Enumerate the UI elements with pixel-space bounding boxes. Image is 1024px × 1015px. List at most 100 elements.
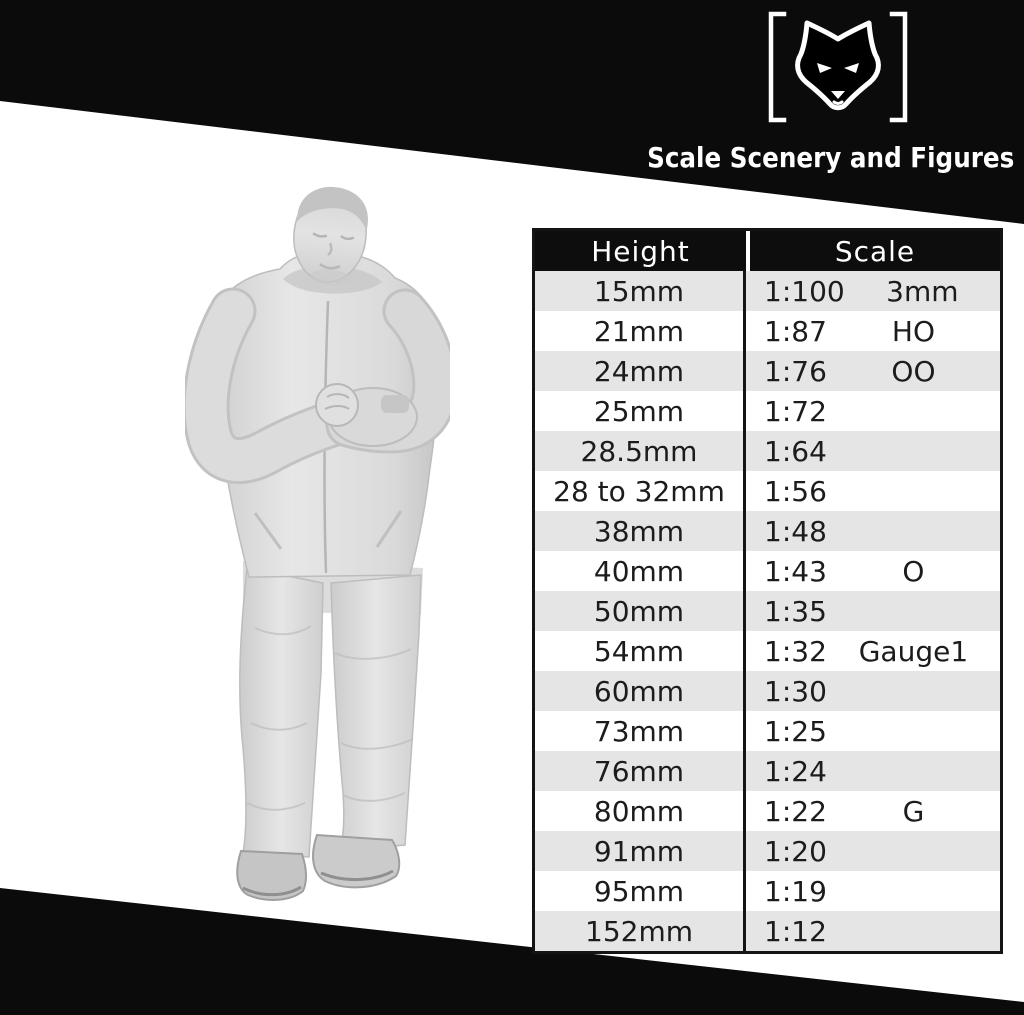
height-cell: 40mm	[535, 551, 746, 591]
scale-cell: 1:25	[746, 711, 1000, 751]
scale-cell: 1:100 3mm	[746, 271, 1000, 311]
scale-cell: 1:48	[746, 511, 1000, 551]
gauge-label: 3mm	[886, 274, 959, 308]
wolf-head-icon	[795, 20, 881, 111]
wolf-in-brackets-icon	[768, 11, 908, 123]
scale-ratio: 1:32	[764, 634, 827, 668]
scale-cell: 1:22 G	[746, 791, 1000, 831]
gauge-wrap: G	[827, 795, 1000, 828]
gauge-wrap: Gauge1	[827, 635, 1000, 668]
scale-ratio: 1:24	[764, 754, 827, 788]
scale-ratio: 1:76	[764, 354, 827, 388]
figure-head	[293, 186, 368, 286]
height-cell: 54mm	[535, 631, 746, 671]
figure-right-shoe	[312, 833, 401, 889]
height-cell: 60mm	[535, 671, 746, 711]
table-row: 60mm 1:30	[535, 671, 1000, 711]
height-cell: 152mm	[535, 911, 746, 951]
scale-cell: 1:64	[746, 431, 1000, 471]
column-header-height: Height	[535, 231, 746, 271]
figure-fist	[315, 383, 359, 427]
table-row: 40mm 1:43 O	[535, 551, 1000, 591]
figure-chin-shadow	[310, 269, 351, 286]
table-row: 91mm 1:20	[535, 831, 1000, 871]
gauge-label: HO	[891, 314, 935, 348]
table-row: 28.5mm 1:64	[535, 431, 1000, 471]
scale-table: Height Scale 15mm 1:100 3mm 21mm 1:87 HO 24mm 1…	[532, 228, 1003, 954]
figure-hands	[315, 383, 418, 447]
scale-cell: 1:30	[746, 671, 1000, 711]
table-row: 50mm 1:35	[535, 591, 1000, 631]
height-cell: 15mm	[535, 271, 746, 311]
scanned-man-figure	[185, 186, 450, 901]
gauge-label: Gauge1	[858, 634, 969, 668]
table-row: 24mm 1:76 OO	[535, 351, 1000, 391]
height-cell: 21mm	[535, 311, 746, 351]
table-header-row: Height Scale	[535, 231, 1000, 271]
table-row: 25mm 1:72	[535, 391, 1000, 431]
scale-cell: 1:24	[746, 751, 1000, 791]
jacket-pocket-left	[253, 512, 283, 550]
figure-left-leg	[239, 567, 324, 858]
scale-ratio: 1:100	[764, 274, 845, 308]
wristwatch	[381, 395, 409, 413]
gauge-label: G	[902, 794, 925, 828]
table-row: 76mm 1:24	[535, 751, 1000, 791]
height-cell: 91mm	[535, 831, 746, 871]
figure-right-leg	[330, 574, 422, 852]
table-row: 54mm 1:32 Gauge1	[535, 631, 1000, 671]
table-body: 15mm 1:100 3mm 21mm 1:87 HO 24mm 1:76 OO 25mm 1:72…	[535, 271, 1000, 951]
height-cell: 76mm	[535, 751, 746, 791]
table-row: 21mm 1:87 HO	[535, 311, 1000, 351]
height-cell: 95mm	[535, 871, 746, 911]
height-cell: 73mm	[535, 711, 746, 751]
scale-cell: 1:12	[746, 911, 1000, 951]
height-cell: 28.5mm	[535, 431, 746, 471]
table-row: 80mm 1:22 G	[535, 791, 1000, 831]
figure-nose	[327, 242, 333, 256]
figure-mouth	[319, 263, 341, 270]
left-shoe-sole	[242, 885, 302, 897]
figure-eye-left	[312, 232, 328, 238]
table-row: 152mm 1:12	[535, 911, 1000, 951]
left-bracket-icon	[768, 11, 787, 123]
height-cell: 24mm	[535, 351, 746, 391]
right-shoe-sole	[320, 869, 394, 882]
scale-cell: 1:76 OO	[746, 351, 1000, 391]
gauge-wrap: HO	[827, 315, 1000, 348]
scale-ratio: 1:72	[764, 394, 827, 428]
jeans-creases	[246, 625, 414, 811]
gauge-wrap: 3mm	[845, 275, 1000, 308]
scale-ratio: 1:30	[764, 674, 827, 708]
height-cell: 28 to 32mm	[535, 471, 746, 511]
height-cell: 38mm	[535, 511, 746, 551]
column-header-scale: Scale	[750, 231, 1000, 271]
scale-cell: 1:56	[746, 471, 1000, 511]
scale-ratio: 1:25	[764, 714, 827, 748]
scale-ratio: 1:43	[764, 554, 827, 588]
height-cell: 80mm	[535, 791, 746, 831]
scale-ratio: 1:87	[764, 314, 827, 348]
scale-ratio: 1:48	[764, 514, 827, 548]
gauge-label: OO	[891, 354, 936, 388]
figure-left-arm	[185, 287, 359, 484]
height-cell: 25mm	[535, 391, 746, 431]
gauge-wrap: O	[827, 555, 1000, 588]
scale-cell: 1:32 Gauge1	[746, 631, 1000, 671]
scale-cell: 1:19	[746, 871, 1000, 911]
height-cell: 50mm	[535, 591, 746, 631]
brand-title: Scale Scenery and Figures	[646, 141, 1014, 174]
figure-left-shoe	[236, 849, 307, 901]
scale-ratio: 1:12	[764, 914, 827, 948]
jacket-pocket-right	[375, 510, 403, 548]
gauge-label: O	[902, 554, 925, 588]
scale-cell: 1:20	[746, 831, 1000, 871]
table-row: 95mm 1:19	[535, 871, 1000, 911]
right-bracket-icon	[889, 11, 908, 123]
table-row: 38mm 1:48	[535, 511, 1000, 551]
scale-cell: 1:35	[746, 591, 1000, 631]
scale-ratio: 1:20	[764, 834, 827, 868]
gauge-wrap: OO	[827, 355, 1000, 388]
scale-ratio: 1:35	[764, 594, 827, 628]
